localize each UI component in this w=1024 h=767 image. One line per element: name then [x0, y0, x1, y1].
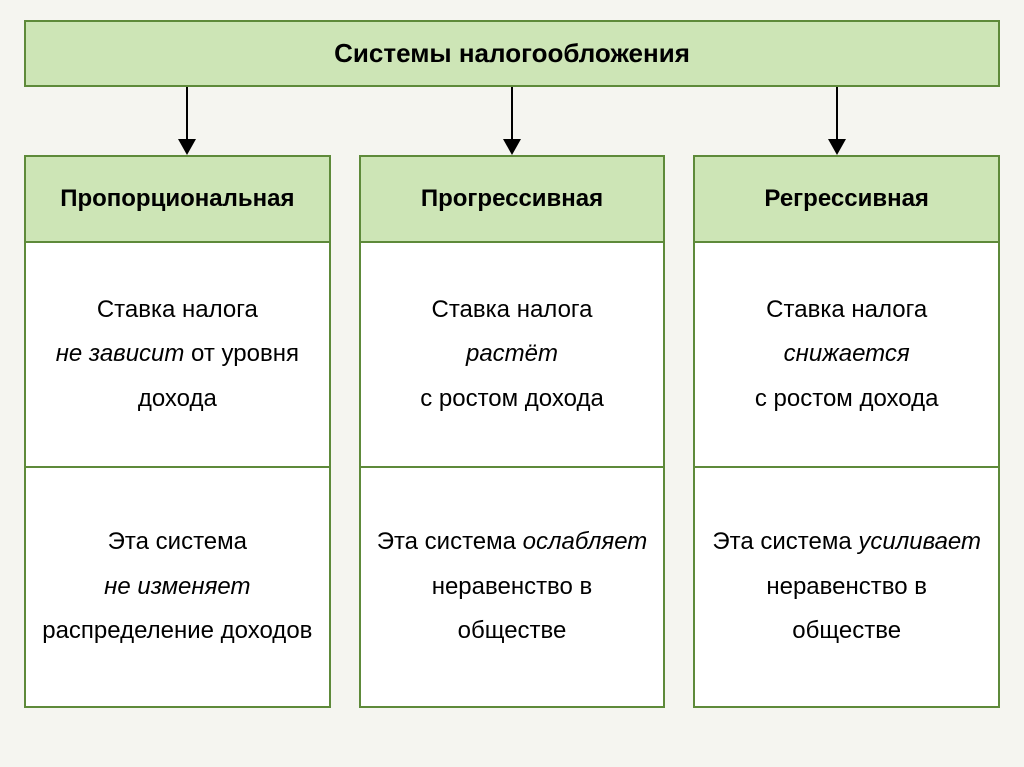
column-regressive: Регрессивная Ставка налога снижается с р… — [693, 155, 1000, 708]
title-box: Системы налогообложения — [24, 20, 1000, 87]
cell-text: Эта система — [377, 528, 523, 555]
column-cell: Эта система не изменяет распределение до… — [24, 468, 331, 708]
column-cell: Эта система ослабляет неравенство в обще… — [359, 468, 666, 708]
cell-text: с ростом дохода — [420, 385, 604, 412]
cell-emphasis: ослабляет — [523, 528, 648, 555]
column-header: Пропорциональная — [24, 155, 331, 243]
column-proportional: Пропорциональная Ставка налога не зависи… — [24, 155, 331, 708]
cell-emphasis: растёт — [466, 340, 558, 367]
diagram-title: Системы налогообложения — [334, 38, 690, 68]
column-progressive: Прогрессивная Ставка налога растёт с рос… — [359, 155, 666, 708]
arrow-down-icon — [503, 87, 521, 155]
cell-text: неравенство в обществе — [432, 573, 593, 644]
cell-text: с ростом дохода — [755, 385, 939, 412]
column-cell: Ставка налога не зависит от уровня доход… — [24, 243, 331, 468]
cell-text: Эта система — [108, 528, 247, 555]
column-cell: Ставка налога снижается с ростом дохода — [693, 243, 1000, 468]
cell-text: неравенство в обществе — [766, 573, 927, 644]
column-header: Регрессивная — [693, 155, 1000, 243]
arrows-row — [24, 87, 1000, 155]
arrow-down-icon — [178, 87, 196, 155]
cell-emphasis: не изменяет — [104, 573, 250, 600]
columns-container: Пропорциональная Ставка налога не зависи… — [24, 155, 1000, 708]
cell-text: Ставка налога — [97, 296, 258, 323]
cell-text: Ставка налога — [766, 296, 927, 323]
cell-text: Ставка налога — [432, 296, 593, 323]
arrow-down-icon — [828, 87, 846, 155]
column-cell: Эта система усиливает неравенство в обще… — [693, 468, 1000, 708]
cell-emphasis: не зависит — [56, 340, 185, 367]
column-cell: Ставка налога растёт с ростом дохода — [359, 243, 666, 468]
cell-text: распределение доходов — [42, 617, 312, 644]
column-header: Прогрессивная — [359, 155, 666, 243]
cell-emphasis: усиливает — [858, 528, 981, 555]
cell-text: Эта система — [712, 528, 858, 555]
cell-emphasis: снижается — [784, 340, 910, 367]
